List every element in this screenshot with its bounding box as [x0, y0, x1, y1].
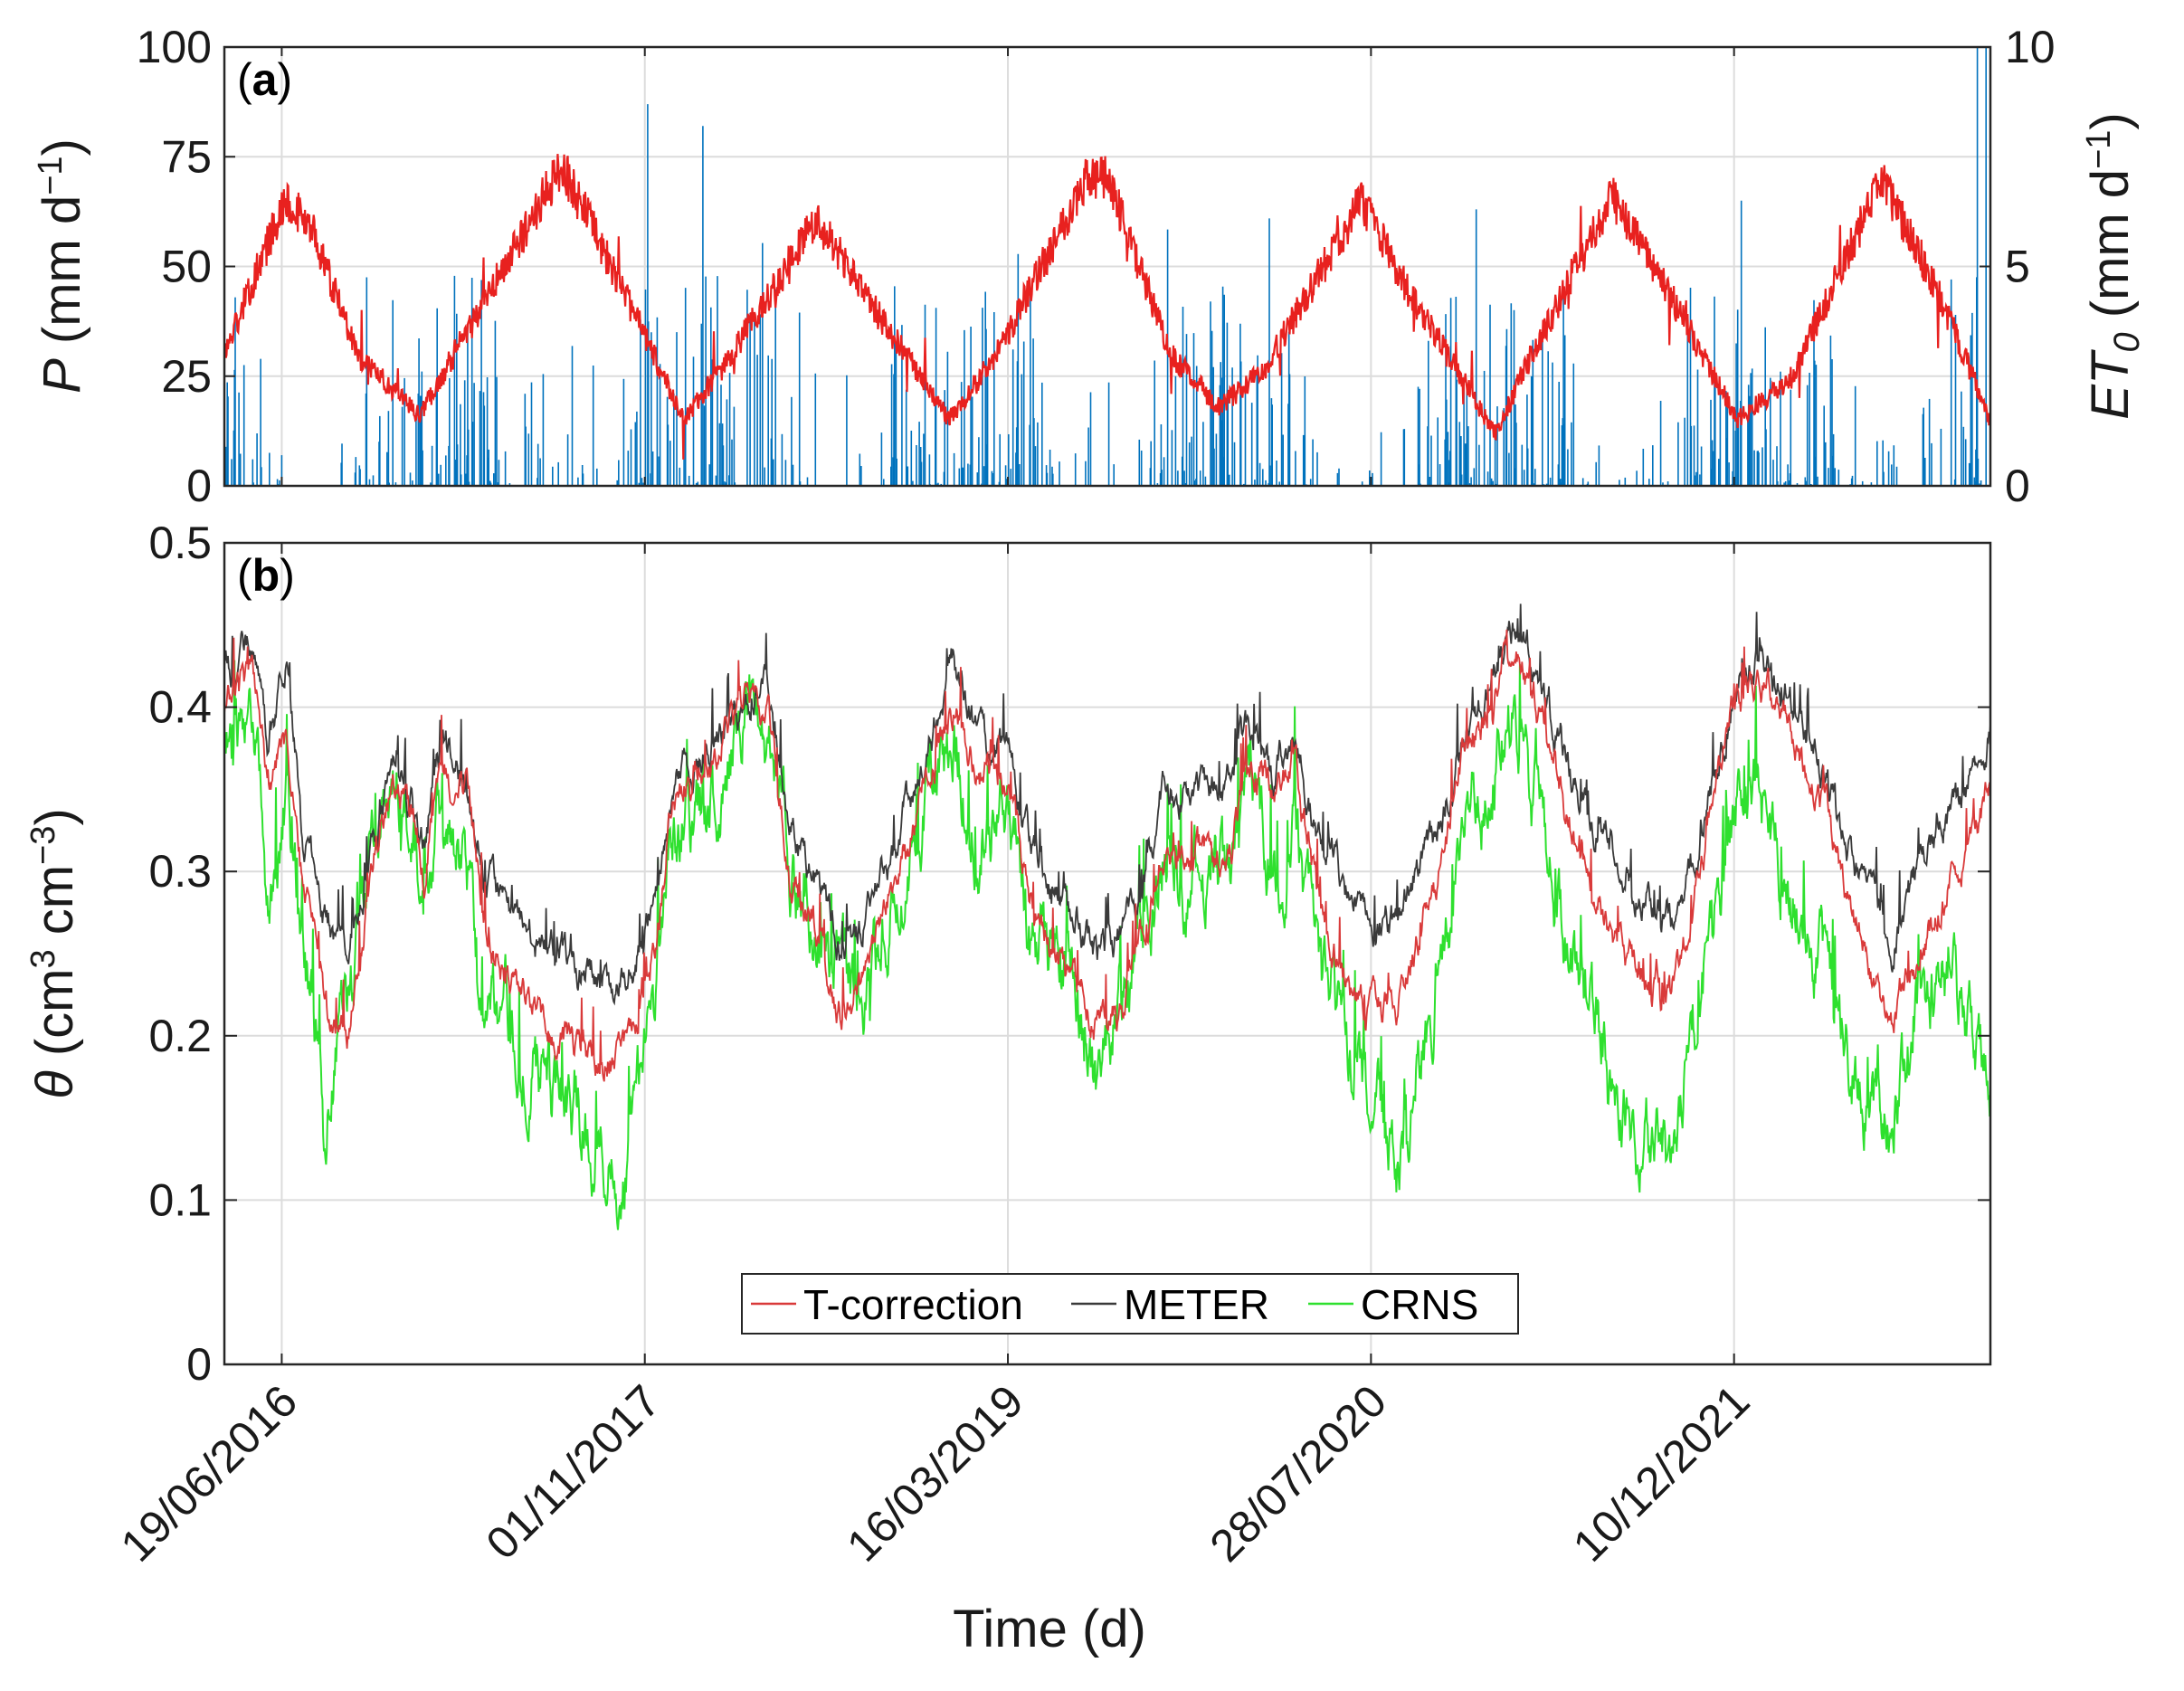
panel-a-tag: (a) — [237, 54, 292, 105]
panel-a-y-tick-label-left: 75 — [161, 131, 212, 182]
legend-box — [741, 1273, 1519, 1335]
panel-a-y-tick-label-left: 100 — [137, 22, 212, 72]
crns-series-line — [223, 660, 1991, 1230]
panel-b-tag: (b) — [237, 550, 295, 601]
panel-b-y-tick-label: 0.5 — [148, 518, 212, 568]
panel-b-y-tick-label: 0.3 — [148, 846, 212, 897]
panel-a-y-tick-label-right: 10 — [2005, 22, 2056, 72]
panel-a: 0 25 50 75 100 0 5 10 (a) P (mm d−1) ET0 (mm d−… — [32, 22, 2147, 511]
legend-label-t-correction: T-correction — [803, 1281, 1023, 1328]
panel-b-y-tick-label: 0.4 — [148, 682, 212, 733]
meter-series-line — [223, 603, 1991, 1006]
panel-a-y-tick-label-left: 25 — [161, 351, 212, 402]
panel-a-ylabel-right: ET0 (mm d−1) — [2080, 112, 2147, 419]
panel-b-y-tick-label: 0.1 — [148, 1174, 212, 1225]
panel-a-ticks: 0 25 50 75 100 0 5 10 — [137, 22, 2056, 511]
precip-bars — [224, 47, 1987, 486]
panel-a-ylabel-left: P (mm d−1) — [32, 138, 91, 394]
x-axis-label: Time (d) — [953, 1600, 1146, 1658]
panel-a-y-tick-label-left: 50 — [161, 242, 212, 292]
legend-label-meter: METER — [1124, 1281, 1269, 1328]
panel-a-y-tick-label-right: 0 — [2005, 461, 2030, 511]
panel-b-y-tick-label: 0.2 — [148, 1011, 212, 1061]
legend-label-crns: CRNS — [1361, 1281, 1478, 1328]
panel-b-ylabel: θ (cm3 cm−3) — [24, 808, 84, 1098]
et0-series-line — [223, 154, 1992, 460]
legend: T-correction METER CRNS — [741, 1273, 1519, 1335]
panel-a-y-tick-label-right: 5 — [2005, 242, 2030, 292]
panel-b-y-tick-label: 0 — [186, 1339, 212, 1390]
panel-a-y-tick-label-left: 0 — [186, 461, 212, 511]
panel-b-frame — [223, 541, 1992, 1366]
t-correction-series-line — [223, 629, 1991, 1082]
